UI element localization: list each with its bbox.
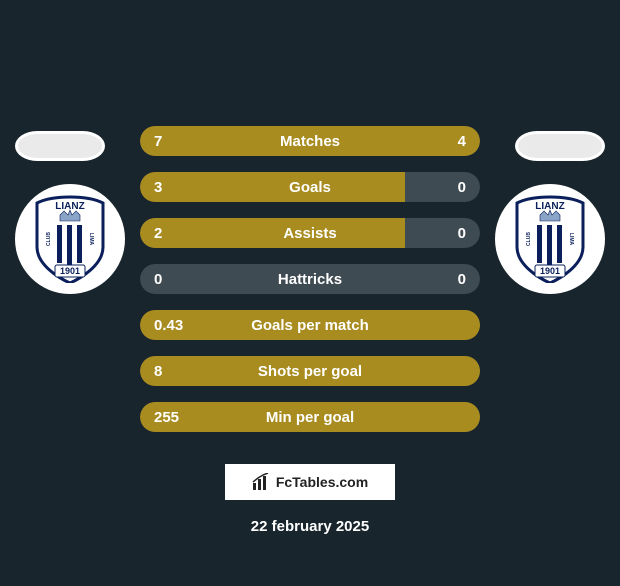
stat-row: 8Shots per goal (0, 356, 620, 386)
stat-label: Goals (140, 172, 480, 202)
stat-bar: 8Shots per goal (140, 356, 480, 386)
stats-section: 74Matches 30Goals 20Assists 00Hattricks 0.43… (0, 126, 620, 448)
stat-bar: 255Min per goal (140, 402, 480, 432)
stat-row: 00Hattricks (0, 264, 620, 294)
stat-label: Goals per match (140, 310, 480, 340)
brand-chart-icon (252, 473, 270, 491)
stat-row: 30Goals (0, 172, 620, 202)
stat-row: 74Matches (0, 126, 620, 156)
stat-bar: 30Goals (140, 172, 480, 202)
stat-bar: 74Matches (140, 126, 480, 156)
brand-text: FcTables.com (276, 474, 368, 490)
stat-row: 20Assists (0, 218, 620, 248)
stat-label: Assists (140, 218, 480, 248)
stat-bar: 00Hattricks (140, 264, 480, 294)
stat-row: 255Min per goal (0, 402, 620, 432)
brand-badge: FcTables.com (225, 464, 395, 500)
stat-bar: 0.43Goals per match (140, 310, 480, 340)
stat-label: Min per goal (140, 402, 480, 432)
stat-label: Shots per goal (140, 356, 480, 386)
stat-label: Matches (140, 126, 480, 156)
date-text: 22 february 2025 (0, 518, 620, 535)
stat-row: 0.43Goals per match (0, 310, 620, 340)
stat-label: Hattricks (140, 264, 480, 294)
stat-bar: 20Assists (140, 218, 480, 248)
